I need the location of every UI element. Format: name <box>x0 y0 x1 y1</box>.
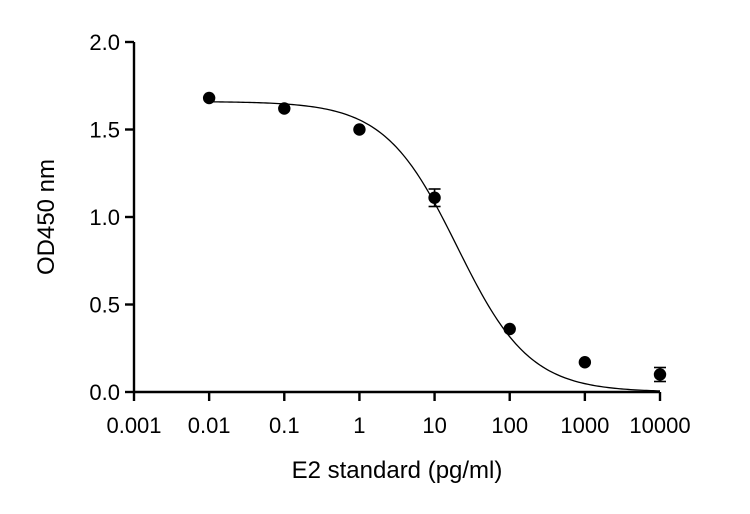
y-tick-label: 2.0 <box>89 30 120 55</box>
data-point <box>503 322 516 336</box>
data-point <box>278 102 291 115</box>
data-point <box>202 91 216 105</box>
y-tick-label: 0.0 <box>89 380 120 405</box>
x-ticks: 0.001 0.01 0.1 1 10 100 1000 10000 <box>106 392 691 438</box>
x-tick-label: 1 <box>353 413 365 438</box>
x-tick-label: 10000 <box>629 413 690 438</box>
data-point <box>428 191 441 204</box>
x-tick-label: 0.1 <box>269 413 300 438</box>
x-tick-label: 0.01 <box>188 413 231 438</box>
y-tick-label: 1.0 <box>89 205 120 230</box>
x-tick-label: 100 <box>491 413 528 438</box>
data-point <box>353 123 366 136</box>
data-point <box>653 368 667 381</box>
y-tick-label: 1.5 <box>89 118 120 143</box>
data-points <box>202 91 667 383</box>
y-tick-label: 0.5 <box>89 293 120 318</box>
fit-curve <box>209 101 661 392</box>
data-point <box>578 356 592 369</box>
x-axis-title: E2 standard (pg/ml) <box>292 457 503 484</box>
y-ticks: 0.0 0.5 1.0 1.5 2.0 <box>89 30 134 405</box>
y-axis-title: OD450 nm <box>33 159 60 275</box>
x-tick-label: 0.001 <box>106 413 161 438</box>
x-tick-label: 10 <box>422 413 446 438</box>
x-tick-label: 1000 <box>560 413 609 438</box>
